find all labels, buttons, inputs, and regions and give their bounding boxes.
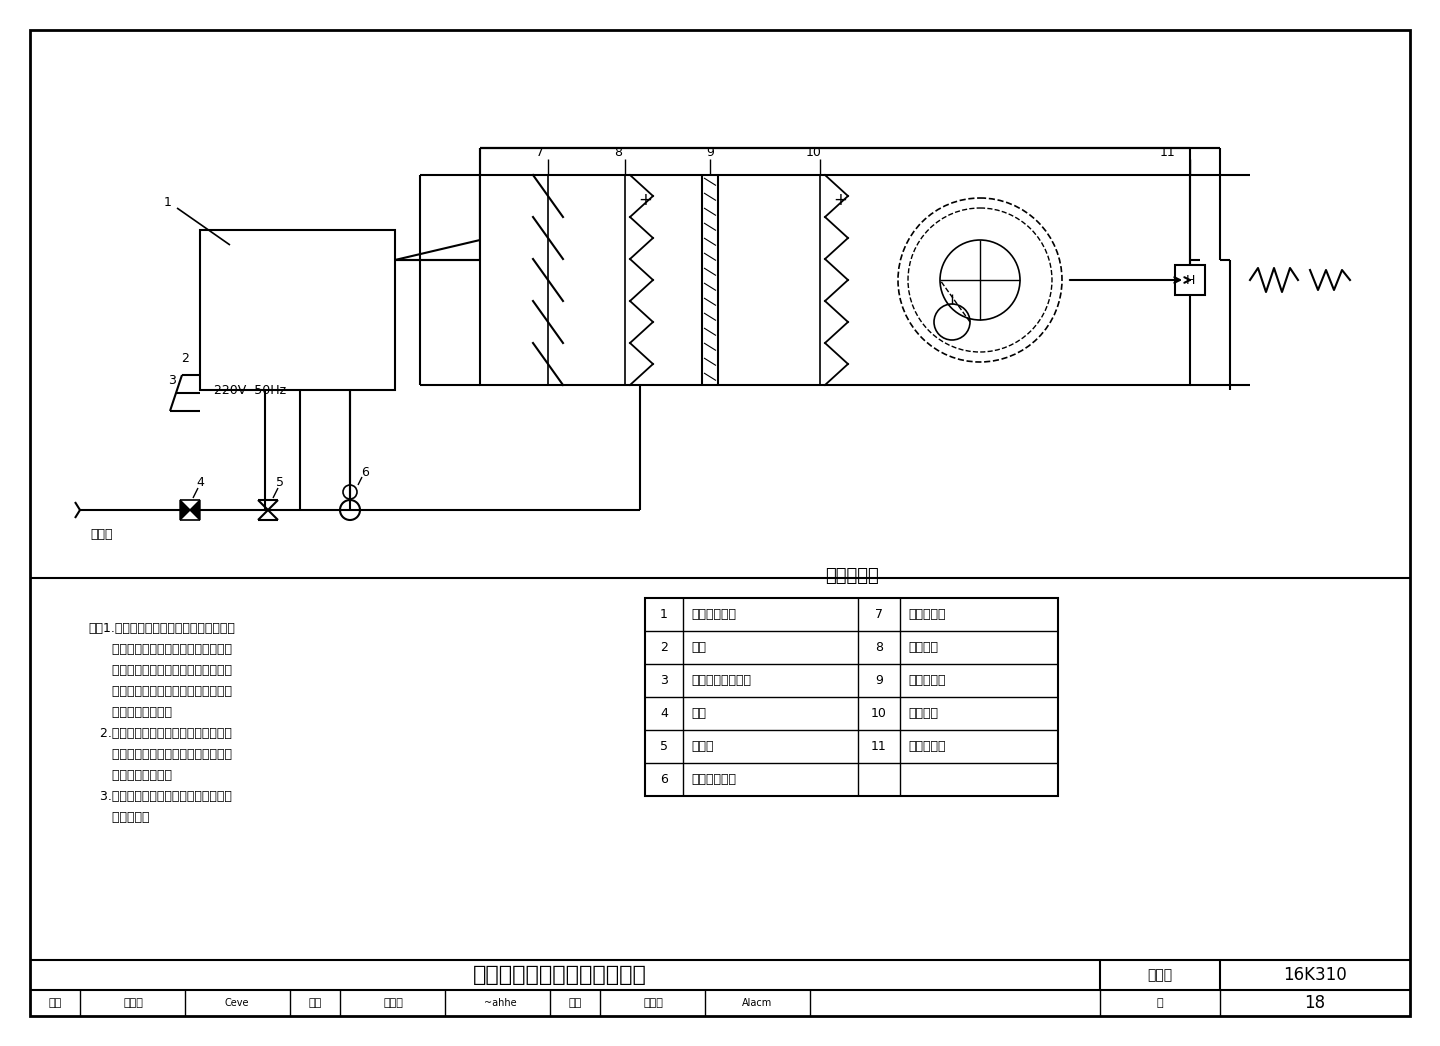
Text: 10: 10 xyxy=(871,707,887,720)
Text: 再热盘管: 再热盘管 xyxy=(909,707,937,720)
Text: 3: 3 xyxy=(660,674,668,687)
Text: 开给水管电磁阀。: 开给水管电磁阀。 xyxy=(88,706,171,719)
Text: +: + xyxy=(834,191,847,209)
Text: 页: 页 xyxy=(1156,998,1164,1008)
Bar xyxy=(480,175,1189,385)
Text: 空气过滤器: 空气过滤器 xyxy=(909,608,946,621)
Text: 4: 4 xyxy=(660,707,668,720)
Text: 8: 8 xyxy=(613,146,622,159)
Text: 3.风管内加湿器控制方式与空调机组内: 3.风管内加湿器控制方式与空调机组内 xyxy=(88,790,232,803)
Text: 给水管电磁阀: 给水管电磁阀 xyxy=(691,773,736,786)
Text: 审核: 审核 xyxy=(49,998,62,1008)
Text: 8: 8 xyxy=(876,641,883,654)
Text: 2: 2 xyxy=(660,641,668,654)
Text: 2.当需要加湿时，电控开启给水管电磁: 2.当需要加湿时，电控开启给水管电磁 xyxy=(88,727,232,740)
Text: 接空调机组控制箱: 接空调机组控制箱 xyxy=(691,674,752,687)
Text: Alacm: Alacm xyxy=(742,998,772,1008)
Text: 16K310: 16K310 xyxy=(1283,967,1346,984)
Text: 湿度传感器检测到的信号关闭给水管: 湿度传感器检测到的信号关闭给水管 xyxy=(88,643,232,656)
Text: 1: 1 xyxy=(660,608,668,621)
Text: H: H xyxy=(1185,273,1195,287)
Text: 220V  50Hz: 220V 50Hz xyxy=(215,385,287,397)
Text: 11: 11 xyxy=(871,740,887,753)
Text: 主要附件表: 主要附件表 xyxy=(825,567,878,585)
Bar xyxy=(1175,265,1205,295)
Text: +: + xyxy=(638,191,652,209)
Text: 4: 4 xyxy=(196,476,204,488)
Text: 加热盘管: 加热盘管 xyxy=(909,641,937,654)
Text: 9: 9 xyxy=(706,146,714,159)
Text: 1: 1 xyxy=(164,196,171,208)
Text: 7: 7 xyxy=(876,608,883,621)
Polygon shape xyxy=(180,500,190,520)
Bar xyxy=(645,598,1058,796)
Text: 给水管: 给水管 xyxy=(89,528,112,541)
Text: 湿膜加湿器: 湿膜加湿器 xyxy=(909,674,946,687)
Text: 7: 7 xyxy=(536,146,544,159)
Text: 阀。当空调机组停止工作时，给水管: 阀。当空调机组停止工作时，给水管 xyxy=(88,748,232,761)
Text: 张亚翊: 张亚翊 xyxy=(644,998,662,1008)
Text: 时，根据湿度传感器检测到的信号打: 时，根据湿度传感器检测到的信号打 xyxy=(88,685,232,698)
Text: 2: 2 xyxy=(181,353,189,365)
Text: 6: 6 xyxy=(660,773,668,786)
Text: 刘海滨: 刘海滨 xyxy=(383,998,403,1008)
Text: 9: 9 xyxy=(876,674,883,687)
Text: 6: 6 xyxy=(361,465,369,478)
Text: 3: 3 xyxy=(168,374,176,387)
Text: 徐立平: 徐立平 xyxy=(122,998,143,1008)
Text: 电源: 电源 xyxy=(691,641,706,654)
Text: ~ahhe: ~ahhe xyxy=(484,998,517,1008)
Text: 11: 11 xyxy=(1161,146,1176,159)
Text: 图集号: 图集号 xyxy=(1148,968,1172,982)
Polygon shape xyxy=(190,500,200,520)
Text: 闸阀: 闸阀 xyxy=(691,707,706,720)
Text: 原理相同。: 原理相同。 xyxy=(88,811,150,824)
Text: 10: 10 xyxy=(806,146,822,159)
Text: 加湿器控制器: 加湿器控制器 xyxy=(691,608,736,621)
Text: 校对: 校对 xyxy=(308,998,321,1008)
Text: 注：1.当送风湿度升高超过设定值时，根据: 注：1.当送风湿度升高超过设定值时，根据 xyxy=(88,622,235,635)
Text: 5: 5 xyxy=(660,740,668,753)
Text: 电磁阀。当送风湿度降低超出设定值: 电磁阀。当送风湿度降低超出设定值 xyxy=(88,664,232,677)
Bar xyxy=(200,230,395,390)
Text: 设计: 设计 xyxy=(569,998,582,1008)
Text: Ceve: Ceve xyxy=(225,998,249,1008)
Text: 湿度传感器: 湿度传感器 xyxy=(909,740,946,753)
Text: 直排式湿膜加湿器控制原理图: 直排式湿膜加湿器控制原理图 xyxy=(474,965,647,985)
Text: 18: 18 xyxy=(1305,994,1326,1011)
Text: 过滤器: 过滤器 xyxy=(691,740,713,753)
Text: 电磁阀联锁关闭。: 电磁阀联锁关闭。 xyxy=(88,769,171,782)
Text: 5: 5 xyxy=(276,476,284,488)
